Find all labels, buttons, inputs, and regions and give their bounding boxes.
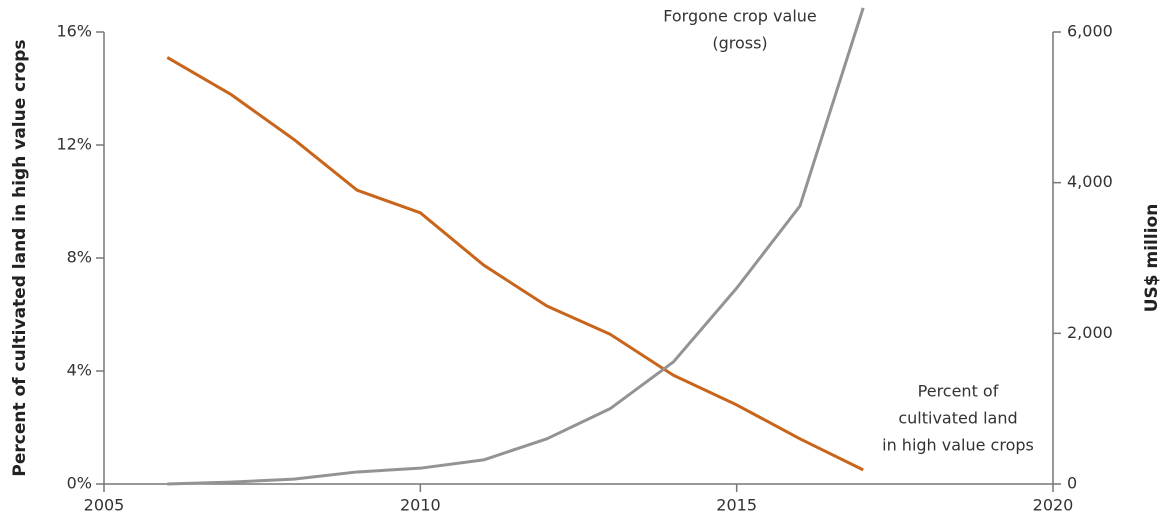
y2-axis-title: US$ million — [1142, 204, 1162, 313]
x-tick-label: 2010 — [400, 496, 441, 515]
annotation: in high value crops — [882, 436, 1034, 455]
y-tick-label: 12% — [56, 135, 92, 154]
y2-tick-label: 0 — [1067, 474, 1077, 493]
y-tick-label: 0% — [67, 474, 92, 493]
y2-tick-label: 2,000 — [1067, 323, 1113, 342]
annotation: (gross) — [712, 34, 767, 53]
y2-tick-label: 6,000 — [1067, 22, 1113, 41]
y-tick-label: 4% — [67, 361, 92, 380]
series-line — [167, 7, 865, 486]
x-tick-label: 2005 — [84, 496, 125, 515]
y-tick-label: 8% — [67, 248, 92, 267]
y-tick-label: 16% — [56, 22, 92, 41]
y2-tick-label: 4,000 — [1067, 172, 1113, 191]
annotation: Percent of — [918, 382, 999, 401]
annotation: cultivated land — [898, 409, 1017, 428]
series-line — [166, 56, 864, 472]
annotation: Forgone crop value — [663, 7, 817, 26]
x-tick-label: 2015 — [716, 496, 757, 515]
y-axis-title: Percent of cultivated land in high value… — [10, 39, 30, 476]
x-tick-label: 2020 — [1033, 496, 1074, 515]
